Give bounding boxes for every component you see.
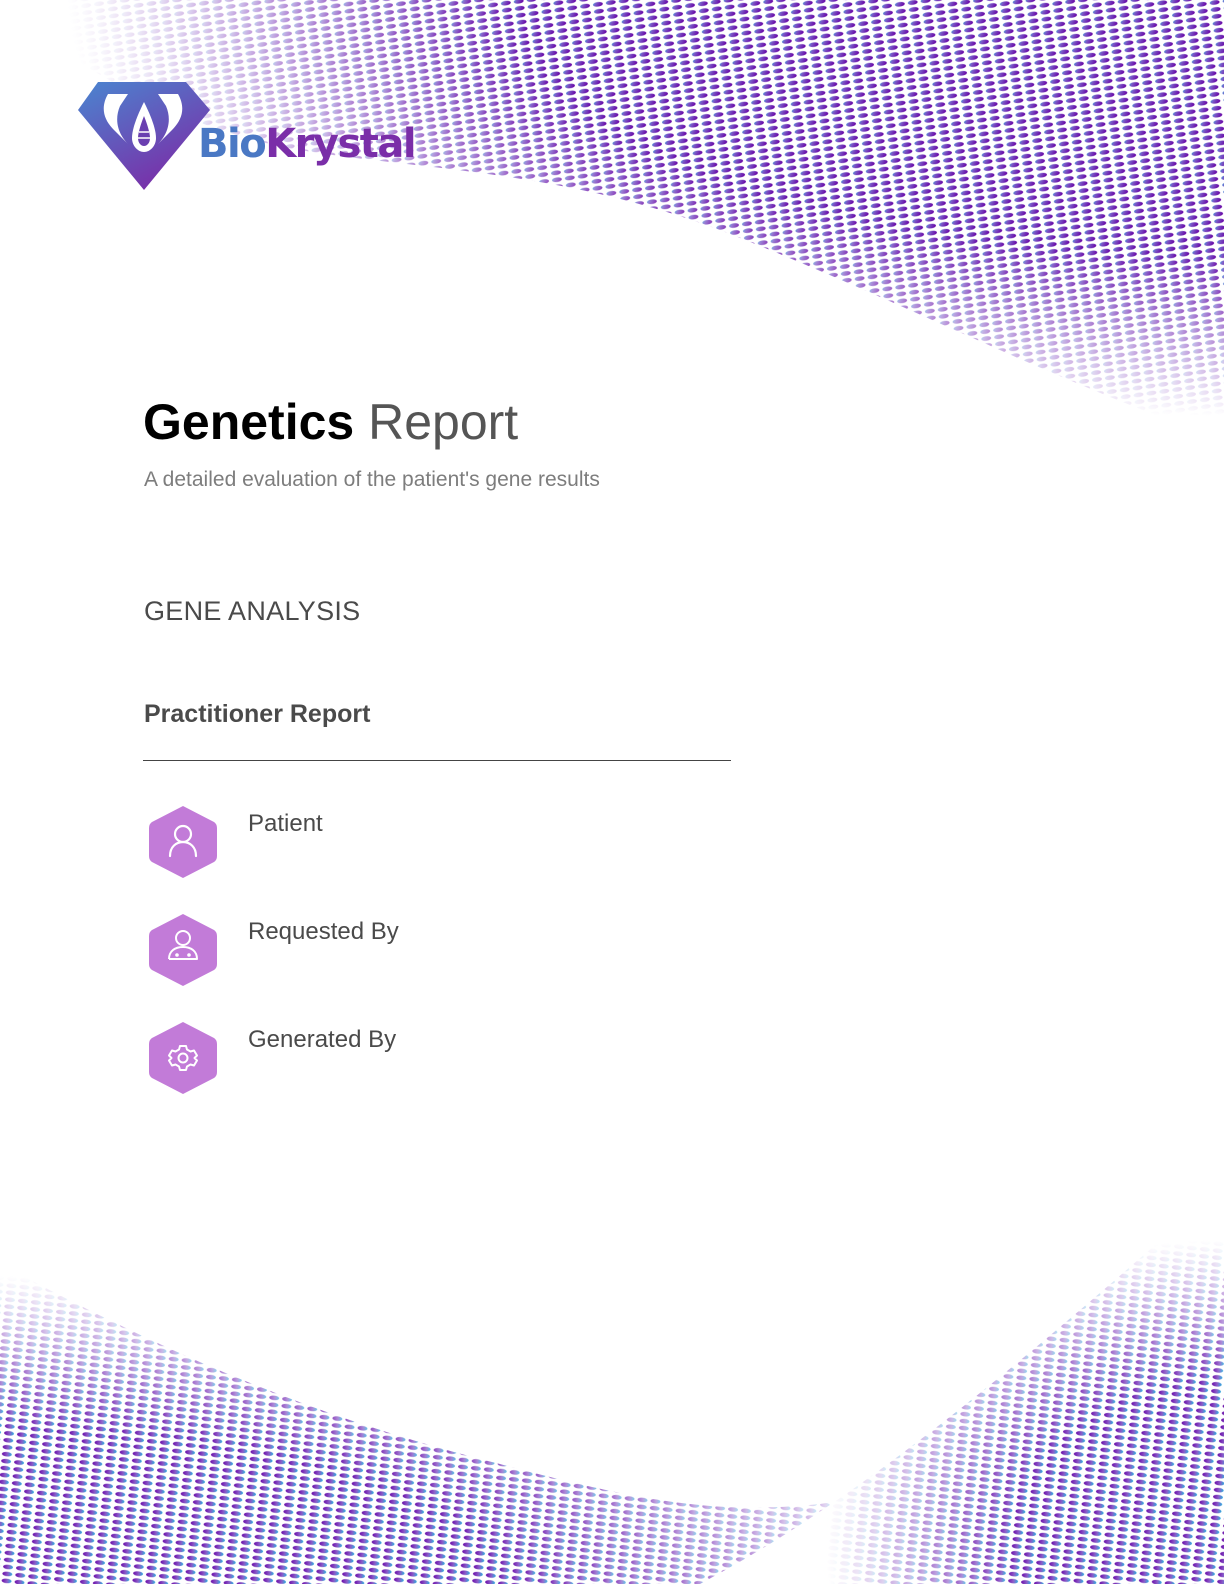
section-heading: GENE ANALYSIS <box>144 596 361 626</box>
doctor-icon <box>149 914 217 986</box>
page-title: Genetics Report <box>143 394 518 450</box>
brand-name-krystal: Krystal <box>265 121 416 167</box>
brand-wordmark: BioKrystal <box>198 121 417 167</box>
field-label: Requested By <box>248 918 399 945</box>
field-row-requested-by: Requested By <box>146 912 646 992</box>
title-light: Report <box>368 394 519 450</box>
field-label: Patient <box>248 810 323 837</box>
brand-name-bio: Bio <box>198 121 267 167</box>
top-wave-background <box>0 0 1224 460</box>
person-icon <box>149 806 217 878</box>
gear-icon <box>149 1022 217 1094</box>
field-row-patient: Patient <box>146 804 646 884</box>
title-bold: Genetics <box>143 394 355 450</box>
bottom-wave-background <box>0 1084 1224 1584</box>
page-subtitle: A detailed evaluation of the patient's g… <box>144 468 600 491</box>
brand-logo: BioKrystal <box>74 72 417 192</box>
divider <box>143 760 731 761</box>
report-type-heading: Practitioner Report <box>144 700 371 728</box>
field-label: Generated By <box>248 1026 397 1053</box>
field-row-generated-by: Generated By <box>146 1020 646 1100</box>
diamond-logo-icon <box>78 82 210 190</box>
